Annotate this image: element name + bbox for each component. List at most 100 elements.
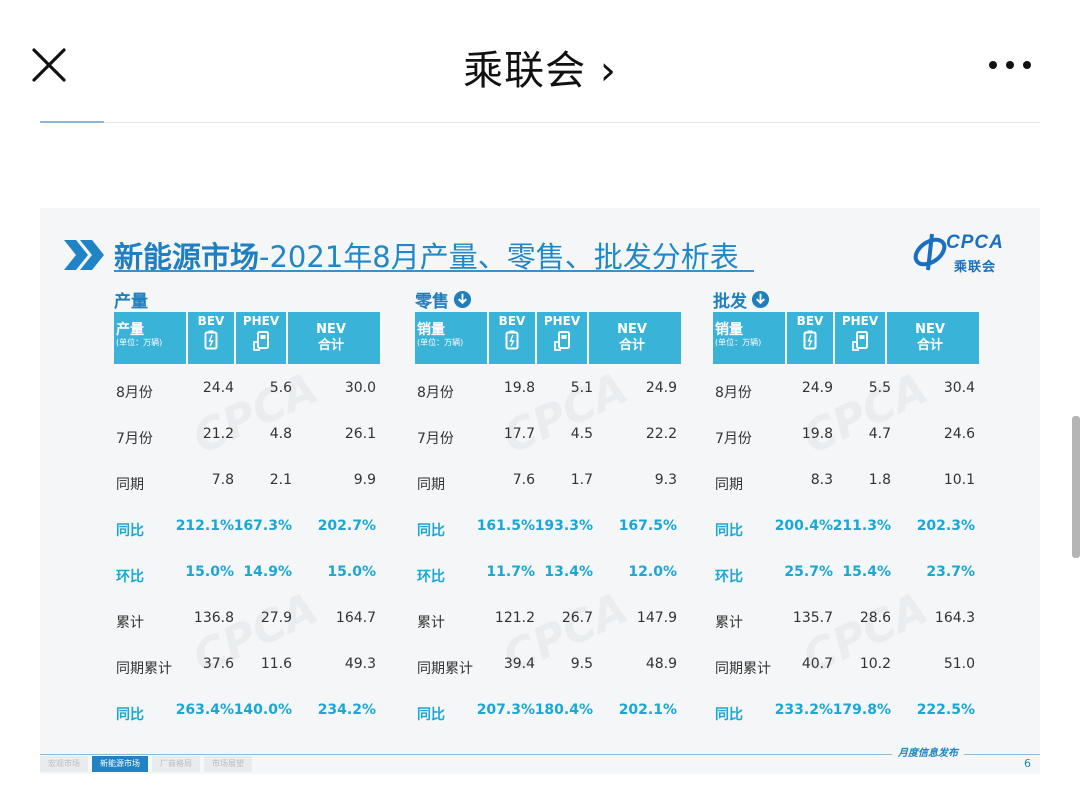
cell-phev: 4.5 [570, 426, 593, 442]
header-metric: 产量 (单位：万辆) [114, 312, 188, 364]
page-number: 6 [1024, 757, 1031, 770]
cell-bev: 39.4 [503, 656, 535, 672]
cell-nev: 202.7% [317, 518, 376, 534]
cell-nev: 15.0% [327, 564, 376, 580]
cell-phev: 27.9 [260, 610, 292, 626]
cell-bev: 15.0% [185, 564, 234, 580]
cell-bev: 17.7 [503, 426, 535, 442]
table-row: 同期累计 37.6 11.6 49.3 [114, 640, 380, 686]
slide-title-bold: 新能源市场 [114, 240, 260, 274]
header-bev: BEV [188, 312, 236, 364]
header-nev-label: NEV [915, 322, 945, 337]
cell-nev: 24.6 [943, 426, 975, 442]
table-row: 8月份 19.8 5.1 24.9 [415, 364, 681, 410]
header-bev-label: BEV [197, 314, 225, 328]
panel-label: 产量 [114, 286, 380, 312]
cell-nev: 147.9 [636, 610, 677, 626]
cell-bev: 136.8 [193, 610, 234, 626]
cell-bev: 135.7 [792, 610, 833, 626]
cell-nev: 202.1% [618, 702, 677, 718]
app-bar: 乘联会 › [0, 0, 1080, 124]
row-label: 同比 [715, 523, 743, 539]
cell-bev: 19.8 [801, 426, 833, 442]
header-nev: NEV 合计 [288, 312, 374, 364]
cell-nev: 49.3 [344, 656, 376, 672]
row-label: 累计 [417, 615, 445, 631]
header-phev: PHEV [835, 312, 887, 364]
table-header: 产量 (单位：万辆) BEV PHEV NEV 合计 [114, 312, 380, 364]
close-icon[interactable] [28, 44, 70, 86]
row-label: 同比 [417, 707, 445, 723]
more-options-icon[interactable] [986, 54, 1038, 76]
header-nev-total: 合计 [317, 338, 344, 353]
cell-phev: 11.6 [260, 656, 292, 672]
footer-tabs: 宏观市场 新能源市场 厂商格局 市场展望 [40, 756, 256, 772]
table-row: 累计 121.2 26.7 147.9 [415, 594, 681, 640]
panel-label-text: 零售 [415, 291, 449, 312]
header-nev-label: NEV [617, 322, 647, 337]
cell-phev: 193.3% [534, 518, 593, 534]
cell-bev: 161.5% [476, 518, 535, 534]
cell-bev: 200.4% [774, 518, 833, 534]
header-bev: BEV [787, 312, 835, 364]
header-nev-total: 合计 [618, 338, 645, 353]
cell-phev: 179.8% [832, 702, 891, 718]
row-label: 8月份 [116, 385, 153, 401]
cell-phev: 180.4% [534, 702, 593, 718]
cpca-emblem-icon [913, 233, 947, 271]
cell-phev: 9.5 [570, 656, 593, 672]
table-row: 同期累计 39.4 9.5 48.9 [415, 640, 681, 686]
header-divider [40, 122, 1040, 123]
account-title[interactable]: 乘联会 › [0, 38, 1080, 96]
cell-bev: 7.8 [211, 472, 234, 488]
cell-bev: 40.7 [801, 656, 833, 672]
row-label: 8月份 [715, 385, 752, 401]
table-row: 8月份 24.4 5.6 30.0 [114, 364, 380, 410]
table-row: 同期 7.6 1.7 9.3 [415, 456, 681, 502]
header-metric-label: 销量 [715, 322, 743, 338]
cell-nev: 167.5% [618, 518, 677, 534]
table-body: 8月份 24.4 5.6 30.0 7月份 21.2 4.8 26.1 同期 7.8 2.1 9.9 同… [114, 364, 380, 732]
cell-phev: 13.4% [544, 564, 593, 580]
header-phev: PHEV [236, 312, 288, 364]
cell-bev: 207.3% [476, 702, 535, 718]
header-phev-label: PHEV [543, 314, 581, 328]
cell-phev: 14.9% [243, 564, 292, 580]
header-phev: PHEV [537, 312, 589, 364]
cell-nev: 51.0 [943, 656, 975, 672]
header-metric-label: 销量 [417, 322, 445, 338]
cell-bev: 24.9 [801, 380, 833, 396]
row-label: 同期累计 [116, 661, 172, 677]
scrollbar-thumb[interactable] [1072, 416, 1080, 558]
cell-bev: 37.6 [202, 656, 234, 672]
row-label: 环比 [715, 569, 743, 585]
cell-bev: 25.7% [784, 564, 833, 580]
row-label: 同期 [715, 477, 743, 493]
account-name[interactable]: 乘联会 [463, 48, 587, 94]
header-unit: (单位：万辆) [417, 338, 464, 347]
footer-tab: 新能源市场 [92, 756, 148, 772]
table-row: 环比 15.0% 14.9% 15.0% [114, 548, 380, 594]
row-label: 同比 [116, 523, 144, 539]
header-nev: NEV 合计 [887, 312, 973, 364]
row-label: 同比 [116, 707, 144, 723]
cell-bev: 21.2 [202, 426, 234, 442]
row-label: 同期累计 [715, 661, 771, 677]
panel-retail: 零售 销量 (单位：万辆) BEV PHEV NEV 合计 8月份 19.8 5.1 24.9 7月份… [415, 286, 681, 732]
cell-phev: 4.7 [868, 426, 891, 442]
table-row: 同比 212.1% 167.3% 202.7% [114, 502, 380, 548]
cell-nev: 23.7% [926, 564, 975, 580]
table-body: 8月份 19.8 5.1 24.9 7月份 17.7 4.5 22.2 同期 7.6 1.7 9.3 同… [415, 364, 681, 732]
chevron-right-icon[interactable]: › [599, 48, 617, 94]
title-underline [114, 270, 754, 272]
slide-image[interactable]: 新能源市场-2021年8月产量、零售、批发分析表 CPCA 乘联会 CPCA C… [40, 208, 1040, 774]
cell-nev: 22.2 [645, 426, 677, 442]
footer-tab: 宏观市场 [40, 756, 88, 772]
cell-bev: 121.2 [494, 610, 535, 626]
table-row: 7月份 17.7 4.5 22.2 [415, 410, 681, 456]
table-row: 同比 233.2% 179.8% 222.5% [713, 686, 979, 732]
footer-publish-label: 月度信息发布 [892, 744, 964, 759]
cpca-logo: CPCA 乘联会 [910, 228, 1030, 282]
slide-title: 新能源市场-2021年8月产量、零售、批发分析表 [114, 234, 739, 276]
row-label: 环比 [116, 569, 144, 585]
